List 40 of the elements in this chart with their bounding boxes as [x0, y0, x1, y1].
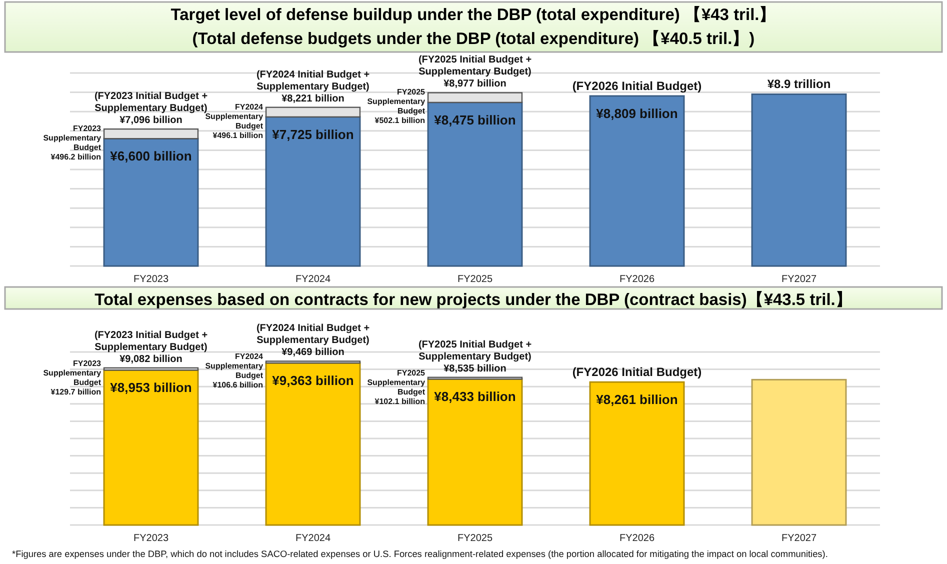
annotation: FY2023 Supplementary Budget ¥129.7 billion [43, 358, 102, 396]
data-label: ¥8,261 billion [596, 392, 678, 408]
data-label: ¥8,809 billion [596, 106, 678, 121]
data-label: ¥8,953 billion [110, 380, 192, 396]
x-tick-label: FY2027 [781, 533, 817, 544]
x-tick-label: FY2026 [619, 274, 655, 285]
total-label: (FY2026 Initial Budget) [572, 365, 702, 380]
x-tick-label: FY2027 [781, 274, 817, 285]
data-label: ¥9,363 billion [272, 373, 354, 388]
bar [103, 369, 199, 526]
bar [103, 138, 199, 267]
bar [427, 378, 523, 526]
x-tick-label: FY2023 [133, 274, 169, 285]
x-tick-label: FY2024 [295, 274, 331, 285]
data-label: ¥6,600 billion [110, 148, 192, 164]
annotation: FY2024 Supplementary Budget ¥106.6 billion [205, 352, 264, 390]
chart-title: Target level of defense buildup under the DBP (total expenditure) 【¥43 tril.】 [170, 5, 776, 24]
data-label: ¥7,725 billion [272, 126, 354, 142]
data-label: ¥8,475 billion [434, 112, 516, 128]
total-label: (FY2025 Initial Budget + Supplementary Budget) ¥8,977 billion [418, 54, 532, 90]
bar [751, 378, 847, 526]
data-label: ¥8,433 billion [434, 389, 516, 404]
x-tick-label: FY2023 [133, 533, 169, 544]
bar [265, 362, 361, 526]
annotation: FY2023 Supplementary Budget ¥496.2 billion [43, 124, 102, 162]
bar [589, 381, 685, 526]
chart-title: Total expenses based on contracts for new projects under the DBP (contract basis)【¥43.5 tril.】 [94, 290, 852, 309]
annotation: FY2025 Supplementary Budget ¥102.1 billion [367, 368, 426, 406]
x-tick-label: FY2024 [295, 533, 331, 544]
bar [751, 93, 847, 267]
bar [427, 102, 523, 267]
x-tick-label: FY2026 [619, 533, 655, 544]
bar [589, 95, 685, 267]
annotation: ¥8.9 trillion [767, 77, 831, 92]
x-tick-label: FY2025 [457, 533, 493, 544]
text: *Figures are expenses under the DBP, which do not includes SACO-related expenses or U.S. Forces realignment-related expenses (the portion allocated for mitigating the impact on local communities). [12, 549, 828, 559]
x-tick-label: FY2025 [457, 274, 493, 285]
total-label: (FY2026 Initial Budget) [572, 78, 702, 93]
chart-subtitle: (Total defense budgets under the DBP (total expenditure) 【¥40.5 tril.】) [192, 29, 755, 48]
bar [265, 116, 361, 267]
